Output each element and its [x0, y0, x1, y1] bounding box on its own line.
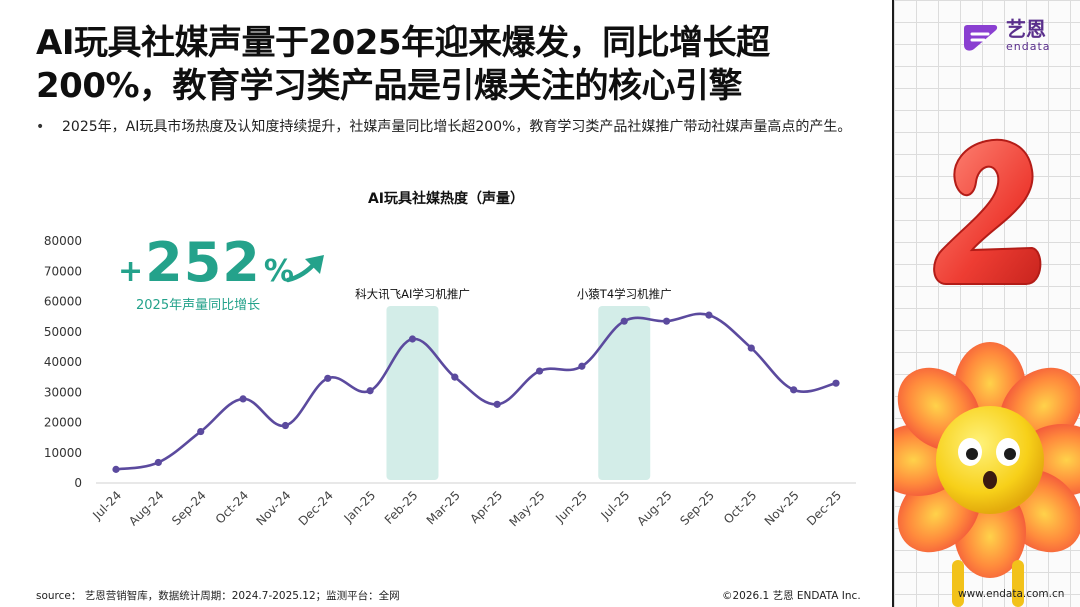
stat-value: 252 [145, 231, 261, 294]
y-tick-label: 80000 [44, 234, 82, 248]
data-point [790, 386, 798, 394]
bullet-text: 2025年，AI玩具市场热度及认知度持续提升，社媒声量同比增长超200%，教育学… [62, 119, 852, 135]
number-two-icon [933, 138, 1042, 285]
data-point [578, 362, 586, 370]
source-note: source： 艺恩营销智库，数据统计周期：2024.7-2025.12；监测平… [36, 590, 400, 602]
highlight-label: 科大讯飞AI学习机推广 [355, 287, 470, 301]
stat-plus: + [118, 254, 144, 289]
x-tick-label: May-25 [506, 488, 547, 529]
x-tick-label: Nov-25 [762, 488, 802, 528]
data-point [620, 317, 628, 325]
data-point [239, 395, 247, 403]
x-tick-label: Sep-24 [169, 488, 209, 528]
bullet-item: • 2025年，AI玩具市场热度及认知度持续提升，社媒声量同比增长超200%，教… [36, 116, 876, 138]
bullet-dot: • [36, 119, 45, 135]
flower-mascot-icon [894, 342, 1080, 607]
endata-logo: 艺恩 endata [962, 18, 1051, 53]
stat-unit: % [263, 254, 294, 289]
y-tick-label: 40000 [44, 355, 82, 369]
x-tick-label: Dec-25 [804, 488, 844, 528]
data-point [747, 344, 755, 352]
x-tick-label: Apr-25 [467, 488, 505, 526]
stat-label: 2025年声量同比增长 [136, 298, 261, 313]
x-tick-label: Jul-24 [89, 488, 124, 523]
data-point [451, 373, 459, 381]
line-chart: 科大讯飞AI学习机推广 小猿T4学习机推广 0 10000 20000 30000 400… [44, 234, 856, 529]
page-title: AI玩具社媒声量于2025年迎来爆发，同比增长超200%，教育学习类产品是引爆关… [36, 23, 770, 106]
y-tick-label: 10000 [44, 446, 82, 460]
data-point [366, 387, 374, 395]
data-point [197, 427, 205, 436]
series-line [115, 312, 837, 471]
y-tick-label: 0 [74, 476, 82, 490]
logo-name-cn: 艺恩 [1006, 17, 1046, 41]
website-url[interactable]: www.endata.com.cn [958, 588, 1065, 600]
trend-arrow-icon [285, 255, 324, 283]
decor-illustration [894, 138, 1080, 607]
x-tick-label: Sep-25 [677, 488, 717, 528]
data-point [154, 458, 162, 467]
data-point [281, 421, 290, 430]
highlight-band [386, 306, 439, 480]
x-tick-label: Jan-25 [341, 488, 379, 526]
highlight-label: 小猿T4学习机推广 [577, 287, 672, 301]
endata-logo-icon [964, 24, 998, 51]
data-point [535, 367, 544, 375]
x-tick-label: Dec-24 [296, 488, 336, 528]
x-tick-label: Mar-25 [424, 488, 463, 527]
slide-main: AI玩具社媒声量于2025年迎来爆发，同比增长超200%，教育学习类产品是引爆关… [36, 23, 876, 602]
x-tick-label: Aug-25 [634, 488, 674, 528]
x-tick-label: Jun-25 [552, 488, 590, 526]
y-tick-label: 60000 [44, 295, 82, 309]
data-point [324, 374, 332, 382]
data-point [112, 465, 120, 473]
x-tick-label: Feb-25 [382, 488, 421, 527]
x-tick-label: Oct-24 [213, 488, 251, 526]
chart-title: AI玩具社媒热度（声量） [367, 191, 525, 207]
y-tick-label: 50000 [44, 325, 82, 339]
data-point [832, 379, 840, 387]
highlight-band [598, 306, 651, 480]
data-point [662, 317, 671, 325]
data-point [705, 311, 713, 319]
y-tick-label: 30000 [44, 385, 82, 399]
growth-stat: + 252 % 2025年声量同比增长 [118, 231, 294, 314]
data-point [408, 335, 417, 343]
x-tick-label: Aug-24 [126, 488, 166, 528]
x-tick-label: Oct-25 [721, 488, 759, 526]
decorative-panel: www.endata.com.cn [892, 0, 1080, 607]
y-tick-label: 70000 [44, 264, 82, 278]
y-tick-label: 20000 [44, 416, 82, 430]
logo-name-en: endata [1006, 40, 1051, 53]
data-point [493, 400, 501, 408]
x-tick-label: Jul-25 [598, 488, 633, 523]
x-tick-label: Nov-24 [253, 488, 293, 528]
copyright: ©2026.1 艺恩 ENDATA Inc. [722, 590, 861, 602]
